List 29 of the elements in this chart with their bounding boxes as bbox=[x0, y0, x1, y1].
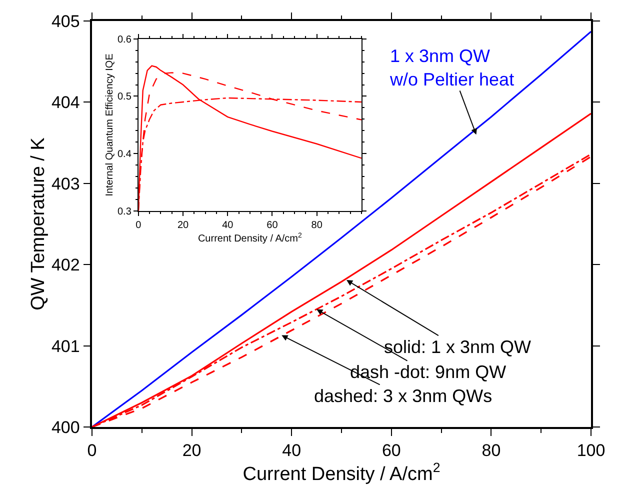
y-tick-label: 0.5 bbox=[118, 92, 132, 103]
y-axis-title: QW Temperature / K bbox=[28, 137, 49, 310]
x-tick-label: 60 bbox=[382, 441, 401, 460]
y-tick-label: 405 bbox=[51, 12, 80, 31]
annotation: solid: 1 x 3nm QW bbox=[384, 337, 532, 357]
x-tick-label: 0 bbox=[87, 441, 97, 460]
y-tick-label: 402 bbox=[51, 256, 80, 275]
x-tick-label: 80 bbox=[311, 220, 323, 232]
y-tick-label: 401 bbox=[51, 336, 80, 356]
x-tick-label: 40 bbox=[222, 220, 234, 232]
x-tick-label: 20 bbox=[177, 220, 190, 232]
x-tick-label: 40 bbox=[282, 441, 302, 460]
x-tick-label: 0 bbox=[136, 220, 142, 232]
y-tick-label: 0.6 bbox=[118, 34, 132, 46]
y-tick-label: 0.4 bbox=[118, 149, 132, 160]
y-tick-label: 400 bbox=[51, 418, 80, 437]
x-tick-label: 60 bbox=[266, 220, 278, 232]
annotation: dashed: 3 x 3nm QWs bbox=[314, 386, 492, 406]
y-axis-title: Internal Quantum Efficiency IQE bbox=[104, 53, 116, 196]
y-tick-label: 0.3 bbox=[118, 206, 132, 218]
y-tick-label: 404 bbox=[51, 93, 80, 112]
x-tick-label: 100 bbox=[576, 441, 606, 460]
x-tick-label: 80 bbox=[482, 441, 501, 460]
y-tick-label: 403 bbox=[51, 174, 80, 194]
x-tick-label: 20 bbox=[182, 441, 202, 460]
x-axis-title: Current Density / A/cm$^{2}$ bbox=[242, 460, 440, 486]
annotation: dash -dot: 9nm QW bbox=[350, 362, 506, 382]
x-axis-title: Current Density / A/cm$^{2}$ bbox=[198, 232, 302, 245]
annotation: 1 x 3nm QW w/o Peltier heat bbox=[389, 46, 514, 90]
